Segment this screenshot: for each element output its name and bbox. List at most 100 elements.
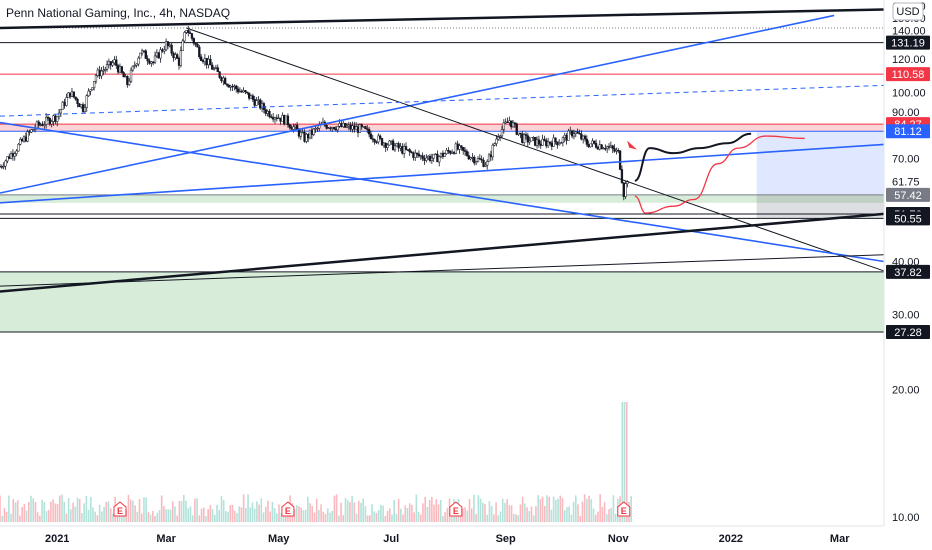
candle-body [279,117,282,122]
candle-body [76,98,79,104]
volume-bar [47,510,50,522]
volume-bar [304,509,307,522]
volume-bar [225,511,227,522]
candle-body [351,125,354,130]
volume-bar [218,510,221,522]
volume-bar [470,508,473,522]
volume-bar [320,504,322,522]
candle-body [146,58,149,62]
candle-body [142,50,146,52]
candle-body [307,134,310,139]
candle-body [515,123,518,135]
candle-body [174,54,177,59]
candle-body [83,107,87,112]
candle-body [140,50,144,54]
volume-bar [154,515,156,522]
trendlines-layer [0,8,885,293]
level-badge [886,264,930,279]
candle-body [177,58,181,66]
volume-bar [450,512,453,522]
volume-bar [382,505,384,522]
volume-bar [499,511,502,522]
time-tick-label: Mar [830,533,850,545]
candle-body [620,169,624,184]
candle-body [159,49,162,59]
candle-body [209,58,212,66]
volume-bar [39,515,41,522]
candle-body [598,144,601,150]
volume-bar [211,509,214,522]
earnings-marker-icon [617,501,631,517]
volume-bar [256,501,258,522]
candle-body [456,143,459,150]
volume-bar [592,508,595,522]
volume-bar [402,514,404,522]
volume-bar [145,497,147,522]
volume-bar [508,505,511,522]
candle-body [98,69,101,77]
candle-body [423,158,426,161]
candle-body [607,146,611,148]
volume-bar [25,510,28,522]
volume-bar [521,496,524,522]
volume-bar [493,514,495,522]
candle-body [222,77,225,82]
candle-body [179,50,183,66]
volume-bar [369,515,371,522]
candle-body [428,155,432,161]
projection-gray-box [756,194,884,219]
candle-body [190,33,194,39]
zone-support-low [0,271,884,333]
candle-body [360,124,363,127]
volume-bar [581,501,584,522]
candle-body [297,129,301,137]
volume-bar [165,509,167,522]
candle-body [432,153,435,159]
volume-bar [561,498,564,522]
candle-body [168,44,171,47]
volume-bar [364,506,367,522]
volume-bar [121,511,123,522]
candle-body [602,148,605,150]
volume-bar [419,514,422,522]
trendline [0,143,885,204]
volume-bar [269,511,271,522]
currency-button[interactable] [892,2,924,21]
volume-bar [236,513,238,522]
candle-body [185,30,188,33]
candle-body [421,155,424,159]
price-scale-background[interactable] [884,0,932,526]
time-scale-ticks: 2021 Mar May Jul Sep Nov 2022 Mar [45,533,850,545]
candle-body [618,150,622,170]
volume-bar [123,512,125,522]
candle-body [20,139,24,142]
volume-bar [357,500,360,522]
candle-body [504,121,507,124]
candle-body [338,123,341,127]
candles-layer [0,25,629,201]
candle-body [474,161,478,164]
volume-bar [466,510,469,522]
candle-body [382,142,386,146]
volume-bar [464,507,466,522]
candle-body [8,156,11,159]
volume-bar [267,500,269,522]
candle-body [384,142,387,148]
volume-bar [413,512,415,522]
volume-bar [202,507,205,522]
volume-bar [56,504,59,522]
candle-body [460,145,463,148]
volume-bar [65,513,68,522]
volume-bar [189,506,192,522]
candle-body [67,92,70,98]
candle-body [129,69,133,82]
candle-body [194,42,197,45]
volume-bar [127,494,130,522]
time-scale-background[interactable] [0,526,932,550]
candle-body [163,49,166,52]
volume-bar [583,494,586,522]
volume-bar [10,513,12,522]
volume-bar [302,510,305,522]
candle-body [364,126,367,129]
